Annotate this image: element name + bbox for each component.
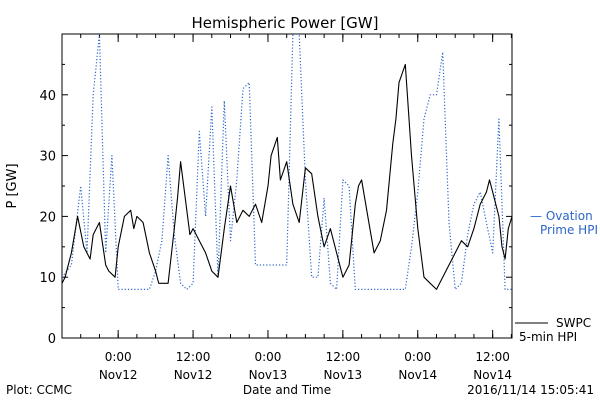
y-tick-label: 0 bbox=[48, 332, 56, 347]
x-tick-sublabel: Nov14 bbox=[473, 368, 512, 382]
x-axis-ticks: 0:00 Nov12 12:00 Nov12 0:00 Nov13 12:00 Nov13 0:… bbox=[80, 34, 512, 382]
y-tick-label: 10 bbox=[39, 271, 56, 286]
plot-area-frame bbox=[61, 33, 513, 339]
legend-ovation-line1: — Ovation bbox=[530, 209, 593, 223]
series-line-swpc bbox=[62, 63, 512, 290]
x-tick-label: 12:00 bbox=[176, 350, 211, 364]
series-layer bbox=[62, 34, 512, 290]
x-tick-sublabel: Nov14 bbox=[398, 368, 437, 382]
y-axis-ticks: 0 10 20 30 40 bbox=[39, 63, 512, 347]
y-tick-label: 20 bbox=[39, 210, 56, 225]
plot-timestamp: 2016/11/14 15:05:41 bbox=[467, 383, 594, 397]
x-tick-label: 12:00 bbox=[326, 350, 361, 364]
x-tick-label: 0:00 bbox=[254, 350, 281, 364]
chart-title: Hemispheric Power [GW] bbox=[192, 14, 379, 32]
x-tick-sublabel: Nov12 bbox=[174, 368, 213, 382]
x-tick-label: 0:00 bbox=[404, 350, 431, 364]
x-tick-sublabel: Nov13 bbox=[249, 368, 288, 382]
y-axis-label: P [GW] bbox=[5, 163, 20, 208]
y-tick-label: 40 bbox=[39, 89, 56, 104]
x-tick-sublabel: Nov12 bbox=[99, 368, 138, 382]
legend-swpc-line2: 5-min HPI bbox=[519, 330, 577, 344]
y-tick-label: 30 bbox=[39, 150, 56, 165]
legend-ovation-line2: Prime HPI bbox=[540, 223, 598, 237]
x-tick-sublabel: Nov13 bbox=[324, 368, 363, 382]
x-axis-label: Date and Time bbox=[243, 383, 331, 397]
legend-swpc-line1: SWPC bbox=[556, 316, 591, 330]
x-tick-label: 0:00 bbox=[105, 350, 132, 364]
x-tick-label: 12:00 bbox=[475, 350, 510, 364]
plot-credit: Plot: CCMC bbox=[6, 383, 72, 397]
series-line-ovation-prime bbox=[62, 34, 512, 290]
